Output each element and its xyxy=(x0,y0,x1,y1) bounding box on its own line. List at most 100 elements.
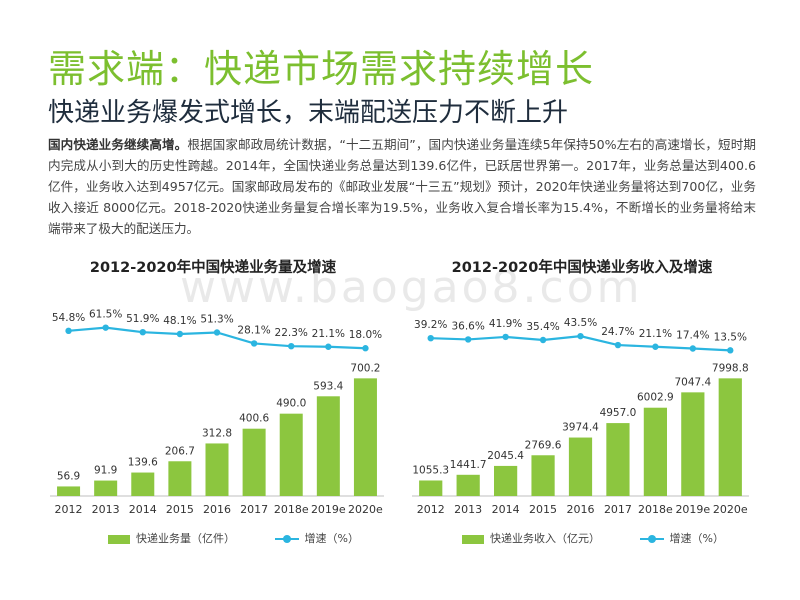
bar xyxy=(456,474,480,496)
x-tick-label: 2020e xyxy=(348,503,383,516)
bar xyxy=(168,461,192,496)
growth-value-label: 41.9% xyxy=(489,318,522,330)
x-tick-label: 2018e xyxy=(638,503,673,516)
growth-value-label: 43.5% xyxy=(564,317,597,329)
x-tick-label: 2015 xyxy=(166,503,194,516)
x-tick-label: 2017 xyxy=(604,503,632,516)
growth-point xyxy=(427,334,434,342)
bar xyxy=(419,480,443,496)
bar-value-label: 400.6 xyxy=(239,413,269,425)
bar-value-label: 7047.4 xyxy=(674,376,711,388)
page-title: 需求端：快递市场需求持续增长 xyxy=(48,47,595,91)
bar xyxy=(531,455,555,496)
growth-value-label: 61.5% xyxy=(89,309,122,321)
legend-bar-label: 快递业务收入（亿元） xyxy=(490,532,600,545)
growth-point xyxy=(213,329,221,336)
bar-value-label: 700.2 xyxy=(350,362,380,374)
x-tick-label: 2014 xyxy=(129,503,157,516)
legend-line-label: 增速（%） xyxy=(669,532,724,545)
growth-point xyxy=(464,336,472,343)
x-tick-label: 2017 xyxy=(240,503,268,516)
growth-point xyxy=(539,336,547,344)
growth-value-label: 54.8% xyxy=(52,312,85,324)
bar xyxy=(205,443,229,496)
bar-value-label: 91.9 xyxy=(94,465,117,477)
growth-value-label: 24.7% xyxy=(601,326,634,338)
legend-bar-label: 快递业务量（亿件） xyxy=(136,532,235,545)
bar xyxy=(57,486,81,496)
growth-value-label: 21.1% xyxy=(312,328,345,340)
x-tick-label: 2012 xyxy=(55,503,83,516)
bar-value-label: 7998.8 xyxy=(712,362,749,374)
legend-bar-swatch xyxy=(462,534,484,544)
bar-value-label: 312.8 xyxy=(202,427,232,439)
x-tick-label: 2020e xyxy=(713,503,748,516)
bar-value-label: 1055.3 xyxy=(412,464,449,476)
legend-line-swatch xyxy=(639,534,664,544)
bar xyxy=(643,407,667,496)
growth-value-label: 28.1% xyxy=(237,324,270,336)
growth-value-label: 35.4% xyxy=(526,321,559,333)
growth-point xyxy=(139,328,146,336)
body-paragraph: 国内快递业务继续高增。根据国家邮政局统计数据，“十二五期间”，国内快递业务量连续… xyxy=(48,134,756,239)
growth-point xyxy=(288,342,295,350)
legend-volume: 快递业务量（亿件） 增速（%） xyxy=(108,530,395,546)
bar-value-label: 2769.6 xyxy=(525,439,562,451)
bar xyxy=(353,378,377,496)
chart-title-volume: 2012-2020年中国快递业务量及增速 xyxy=(89,260,337,276)
growth-point xyxy=(176,330,184,338)
bar xyxy=(131,472,155,496)
bar-value-label: 56.9 xyxy=(57,470,80,482)
chart-volume: 56.9 2012 91.9 2013 139.6 2014 206.7 2015 312.8 2… xyxy=(50,309,384,516)
growth-value-label: 36.6% xyxy=(451,320,484,332)
growth-value-label: 13.5% xyxy=(714,331,747,343)
growth-value-label: 21.1% xyxy=(639,328,672,340)
growth-value-label: 51.3% xyxy=(200,313,233,325)
growth-point xyxy=(362,345,369,352)
growth-point xyxy=(689,345,697,352)
bar-value-label: 490.0 xyxy=(276,398,306,410)
bar-value-label: 206.7 xyxy=(165,445,195,457)
x-tick-label: 2015 xyxy=(529,503,557,516)
growth-point xyxy=(577,332,584,340)
x-tick-label: 2013 xyxy=(454,503,482,516)
x-tick-label: 2012 xyxy=(417,503,445,516)
bar xyxy=(718,378,742,496)
legend-line-swatch xyxy=(274,534,299,544)
bar xyxy=(606,423,630,496)
bar xyxy=(94,480,118,496)
growth-value-label: 22.3% xyxy=(275,327,308,339)
x-tick-label: 2018e xyxy=(274,503,309,516)
legend-bar-swatch xyxy=(108,534,130,544)
growth-value-label: 17.4% xyxy=(676,330,709,342)
bar-value-label: 3974.4 xyxy=(562,422,599,434)
page-subtitle: 快递业务爆发式增长，末端配送压力不断上升 xyxy=(48,98,569,128)
x-tick-label: 2014 xyxy=(492,503,520,516)
bar-value-label: 1441.7 xyxy=(450,459,487,471)
growth-point xyxy=(614,341,622,349)
growth-point xyxy=(65,327,72,335)
bar xyxy=(316,396,340,496)
x-tick-label: 2016 xyxy=(203,503,231,516)
x-tick-label: 2013 xyxy=(92,503,120,516)
growth-point xyxy=(102,324,109,331)
body-text: 根据国家邮政局统计数据，“十二五期间”，国内快递业务量连续5年保持50%左右的高… xyxy=(48,137,756,236)
bar-value-label: 593.4 xyxy=(313,380,343,392)
growth-value-label: 48.1% xyxy=(163,315,196,327)
growth-point xyxy=(727,347,734,354)
growth-point xyxy=(502,333,509,341)
body-bold-lead: 国内快递业务继续高增。 xyxy=(48,137,188,152)
growth-point xyxy=(250,340,258,347)
growth-point xyxy=(325,343,332,350)
growth-value-label: 51.9% xyxy=(126,313,159,325)
chart-title-revenue: 2012-2020年中国快递业务收入及增速 xyxy=(451,260,713,276)
bar xyxy=(681,392,705,496)
growth-point xyxy=(652,343,659,350)
bar-value-label: 6002.9 xyxy=(637,392,674,404)
bar-value-label: 4957.0 xyxy=(600,407,637,419)
x-tick-label: 2019e xyxy=(675,503,710,516)
chart-revenue: 1055.3 2012 1441.7 2013 2045.4 2014 2769.6 2015… xyxy=(412,317,749,516)
bar xyxy=(494,465,518,496)
bar-value-label: 2045.4 xyxy=(487,450,524,462)
bar xyxy=(568,437,593,496)
